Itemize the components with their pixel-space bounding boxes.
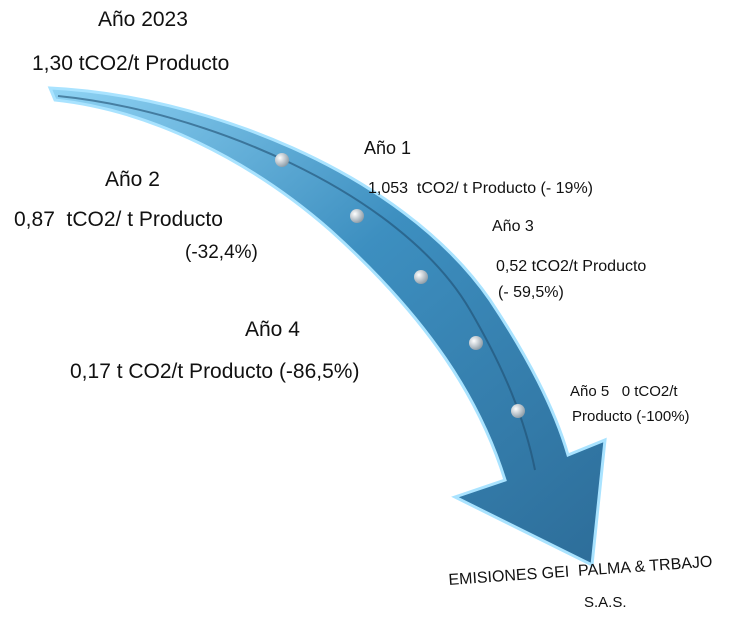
value-label: 0,87 tCO2/ t Producto bbox=[14, 208, 223, 232]
arrow-graphic bbox=[0, 0, 752, 617]
page: Año 2023 1,30 tCO2/t Producto Año 1 1,05… bbox=[0, 0, 752, 617]
dot bbox=[414, 270, 428, 284]
value-label: 1,30 tCO2/t Producto bbox=[32, 52, 229, 76]
value-label: Producto (-100%) bbox=[572, 408, 690, 425]
year-label: Año 5 0 tCO2/t bbox=[570, 383, 678, 400]
dot bbox=[350, 209, 364, 223]
value-label: (-32,4%) bbox=[185, 242, 258, 264]
year-label: Año 2023 bbox=[98, 8, 188, 32]
dot bbox=[511, 404, 525, 418]
value-label: 1,053 tCO2/ t Producto (- 19%) bbox=[368, 180, 593, 198]
value-label: 0,52 tCO2/t Producto bbox=[496, 258, 646, 276]
value-label: (- 59,5%) bbox=[498, 284, 564, 302]
year-label: Año 2 bbox=[105, 168, 160, 192]
dot bbox=[275, 153, 289, 167]
year-label: Año 3 bbox=[492, 218, 534, 236]
value-label: 0,17 t CO2/t Producto (-86,5%) bbox=[70, 360, 359, 384]
year-label: Año 4 bbox=[245, 318, 300, 342]
footer-subtitle: S.A.S. bbox=[584, 594, 627, 611]
year-label: Año 1 bbox=[364, 138, 411, 159]
arrow bbox=[50, 88, 605, 565]
dot bbox=[469, 336, 483, 350]
